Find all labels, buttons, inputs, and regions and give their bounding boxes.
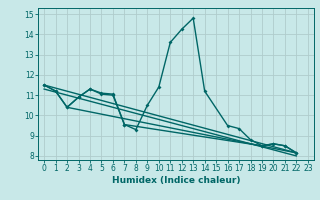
X-axis label: Humidex (Indice chaleur): Humidex (Indice chaleur) [112, 176, 240, 185]
